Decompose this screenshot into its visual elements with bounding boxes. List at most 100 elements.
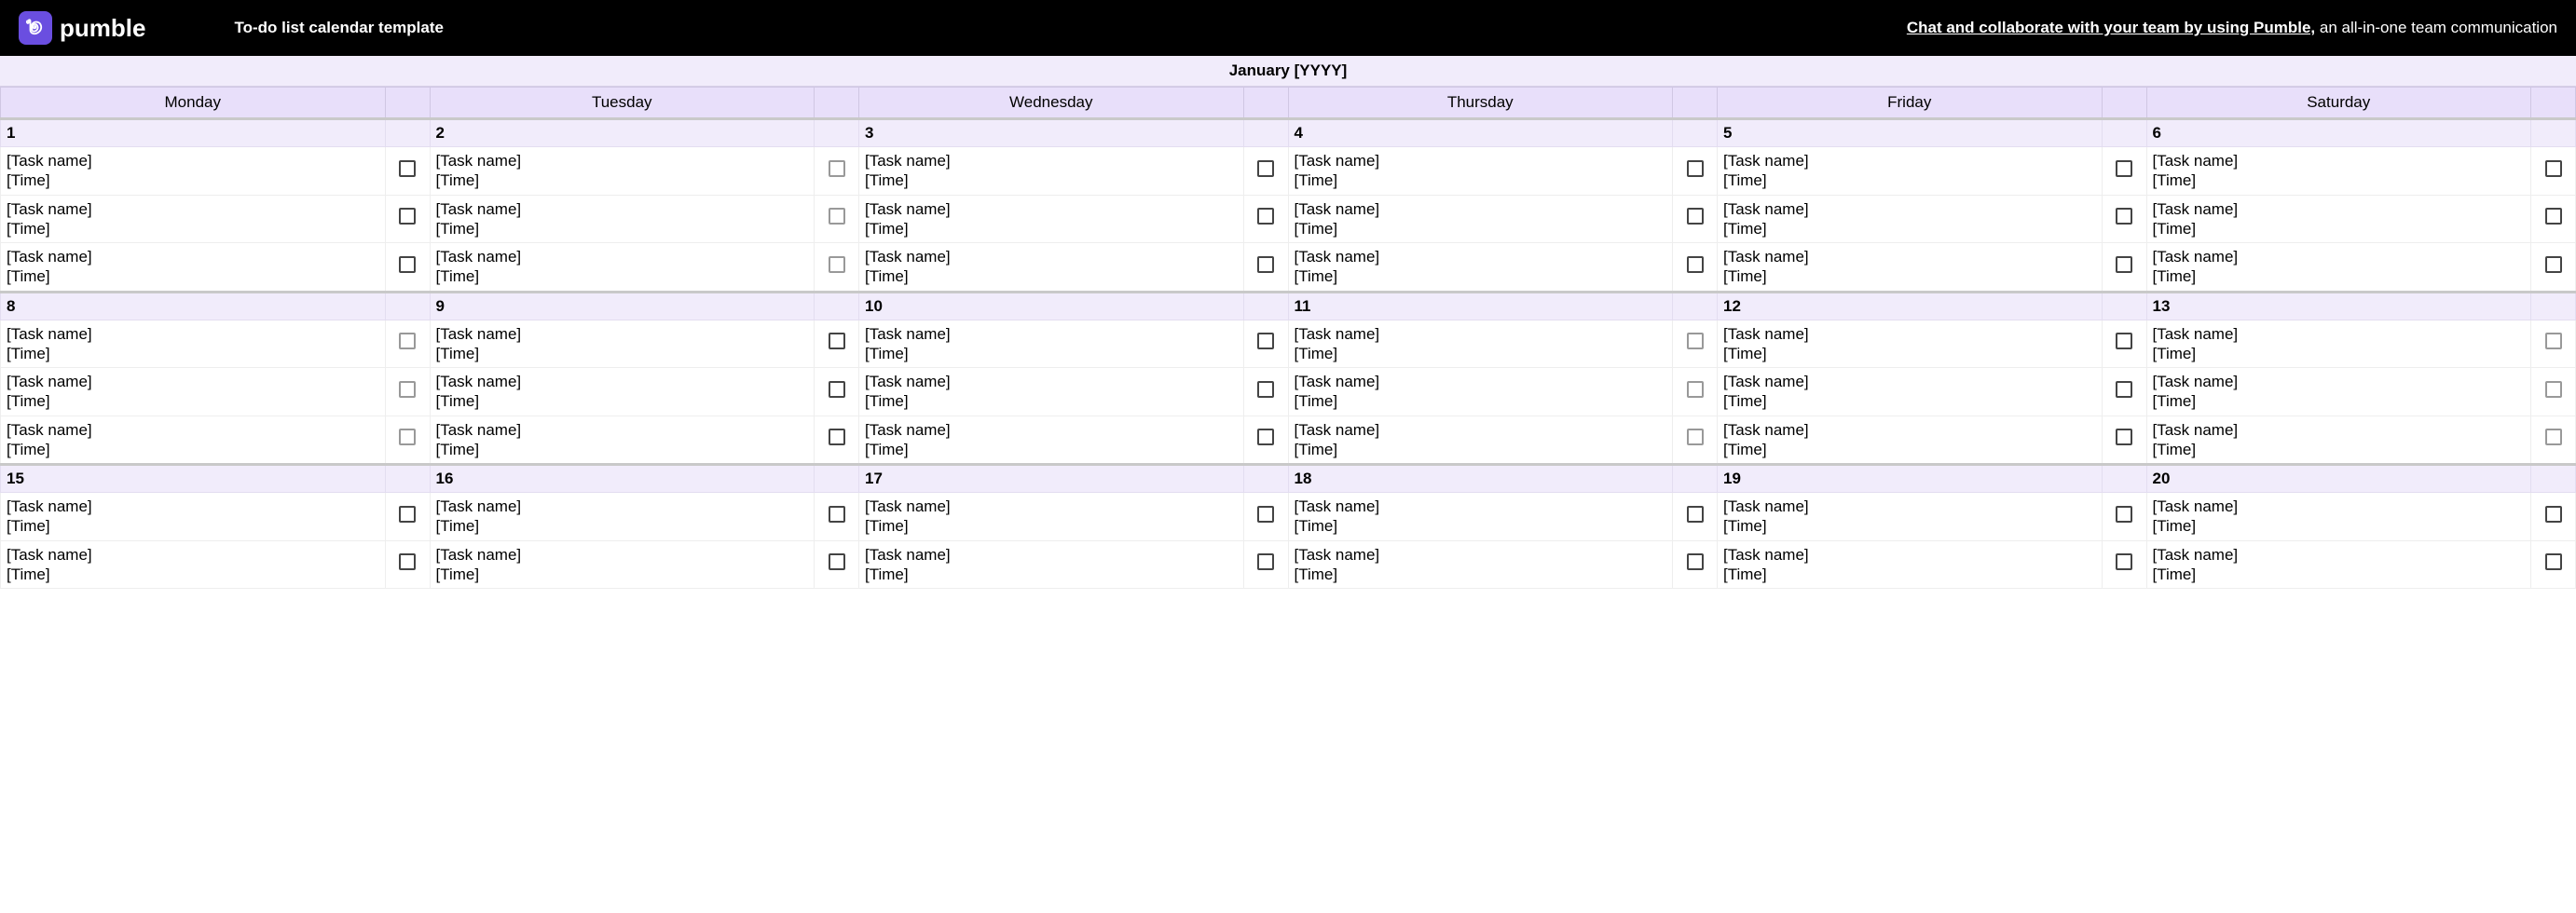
task-cell[interactable]: [Task name][Time] <box>2146 195 2531 243</box>
task-cell[interactable]: [Task name][Time] <box>430 368 815 416</box>
task-cell[interactable]: [Task name][Time] <box>1 195 386 243</box>
checkbox-icon[interactable] <box>1257 553 1274 570</box>
checkbox-icon[interactable] <box>829 381 845 398</box>
checkbox-icon[interactable] <box>2116 208 2132 225</box>
checkbox-icon[interactable] <box>1687 381 1704 398</box>
task-cell[interactable]: [Task name][Time] <box>430 147 815 196</box>
checkbox-icon[interactable] <box>1687 553 1704 570</box>
checkbox-icon[interactable] <box>1687 429 1704 445</box>
task-cell[interactable]: [Task name][Time] <box>1718 195 2103 243</box>
checkbox-icon[interactable] <box>1257 333 1274 349</box>
checkbox-icon[interactable] <box>1257 506 1274 523</box>
checkbox-icon[interactable] <box>2545 381 2562 398</box>
task-cell[interactable]: [Task name][Time] <box>859 195 1244 243</box>
task-cell[interactable]: [Task name][Time] <box>1718 320 2103 368</box>
task-cell[interactable]: [Task name][Time] <box>1 147 386 196</box>
task-cell[interactable]: [Task name][Time] <box>430 243 815 293</box>
task-cell[interactable]: [Task name][Time] <box>430 540 815 589</box>
checkbox-icon[interactable] <box>829 160 845 177</box>
checkbox-icon[interactable] <box>1257 381 1274 398</box>
checkbox-icon[interactable] <box>2116 429 2132 445</box>
task-cell[interactable]: [Task name][Time] <box>1288 243 1673 293</box>
task-cell[interactable]: [Task name][Time] <box>430 493 815 541</box>
checkbox-icon[interactable] <box>1687 208 1704 225</box>
task-cell[interactable]: [Task name][Time] <box>859 243 1244 293</box>
task-cell[interactable]: [Task name][Time] <box>859 493 1244 541</box>
checkbox-icon[interactable] <box>829 553 845 570</box>
task-cell[interactable]: [Task name][Time] <box>1718 368 2103 416</box>
checkbox-icon[interactable] <box>1687 333 1704 349</box>
checkbox-icon[interactable] <box>399 553 416 570</box>
checkbox-icon[interactable] <box>1257 256 1274 273</box>
task-cell[interactable]: [Task name][Time] <box>2146 493 2531 541</box>
checkbox-icon[interactable] <box>399 256 416 273</box>
checkbox-icon[interactable] <box>2116 506 2132 523</box>
checkbox-icon[interactable] <box>829 506 845 523</box>
task-cell[interactable]: [Task name][Time] <box>1 493 386 541</box>
checkbox-icon[interactable] <box>829 333 845 349</box>
task-cell[interactable]: [Task name][Time] <box>1288 493 1673 541</box>
checkbox-icon[interactable] <box>829 429 845 445</box>
checkbox-icon[interactable] <box>2545 553 2562 570</box>
task-cell[interactable]: [Task name][Time] <box>1288 540 1673 589</box>
task-cell[interactable]: [Task name][Time] <box>430 195 815 243</box>
task-cell[interactable]: [Task name][Time] <box>1 320 386 368</box>
checkbox-icon[interactable] <box>2116 160 2132 177</box>
task-cell[interactable]: [Task name][Time] <box>1288 147 1673 196</box>
task-cell[interactable]: [Task name][Time] <box>1718 147 2103 196</box>
task-cell[interactable]: [Task name][Time] <box>1288 195 1673 243</box>
checkbox-icon[interactable] <box>399 208 416 225</box>
task-cell[interactable]: [Task name][Time] <box>859 416 1244 465</box>
task-cell[interactable]: [Task name][Time] <box>1 243 386 293</box>
task-cell[interactable]: [Task name][Time] <box>1288 416 1673 465</box>
checkbox-icon[interactable] <box>1687 160 1704 177</box>
checkbox-icon[interactable] <box>2545 333 2562 349</box>
checkbox-icon[interactable] <box>2545 429 2562 445</box>
task-cell[interactable]: [Task name][Time] <box>1 540 386 589</box>
task-cell[interactable]: [Task name][Time] <box>2146 540 2531 589</box>
checkbox-icon[interactable] <box>2545 506 2562 523</box>
task-cell[interactable]: [Task name][Time] <box>430 416 815 465</box>
task-cell[interactable]: [Task name][Time] <box>430 320 815 368</box>
task-cell[interactable]: [Task name][Time] <box>1718 540 2103 589</box>
checkbox-icon[interactable] <box>399 333 416 349</box>
task-cell[interactable]: [Task name][Time] <box>2146 368 2531 416</box>
task-cell[interactable]: [Task name][Time] <box>1 368 386 416</box>
task-cell[interactable]: [Task name][Time] <box>859 540 1244 589</box>
brand-logo[interactable]: pumble <box>19 11 145 45</box>
checkbox-icon[interactable] <box>2545 208 2562 225</box>
task-cell[interactable]: [Task name][Time] <box>2146 147 2531 196</box>
checkbox-icon[interactable] <box>2116 553 2132 570</box>
task-cell[interactable]: [Task name][Time] <box>2146 243 2531 293</box>
checkbox-icon[interactable] <box>2545 256 2562 273</box>
checkbox-icon[interactable] <box>2545 160 2562 177</box>
task-cell[interactable]: [Task name][Time] <box>1718 493 2103 541</box>
checkbox-icon[interactable] <box>829 256 845 273</box>
task-cell[interactable]: [Task name][Time] <box>2146 320 2531 368</box>
checkbox-icon[interactable] <box>829 208 845 225</box>
checkbox-icon[interactable] <box>1257 429 1274 445</box>
task-cell[interactable]: [Task name][Time] <box>1288 368 1673 416</box>
checkbox-icon[interactable] <box>399 429 416 445</box>
checkbox-icon[interactable] <box>2116 381 2132 398</box>
dayname-header: Thursday <box>1288 88 1673 119</box>
promo-text[interactable]: Chat and collaborate with your team by u… <box>1907 19 2557 37</box>
task-cell[interactable]: [Task name][Time] <box>1718 243 2103 293</box>
checkbox-icon[interactable] <box>399 381 416 398</box>
checkbox-icon[interactable] <box>399 160 416 177</box>
task-cell[interactable]: [Task name][Time] <box>859 320 1244 368</box>
checkbox-icon[interactable] <box>2116 256 2132 273</box>
task-cell[interactable]: [Task name][Time] <box>1 416 386 465</box>
task-cell[interactable]: [Task name][Time] <box>1288 320 1673 368</box>
checkbox-icon[interactable] <box>1687 506 1704 523</box>
checkbox-icon[interactable] <box>1687 256 1704 273</box>
promo-link[interactable]: Chat and collaborate with your team by u… <box>1907 19 2315 36</box>
task-cell[interactable]: [Task name][Time] <box>859 368 1244 416</box>
checkbox-icon[interactable] <box>1257 208 1274 225</box>
task-cell[interactable]: [Task name][Time] <box>2146 416 2531 465</box>
checkbox-icon[interactable] <box>1257 160 1274 177</box>
checkbox-icon[interactable] <box>399 506 416 523</box>
task-cell[interactable]: [Task name][Time] <box>859 147 1244 196</box>
checkbox-icon[interactable] <box>2116 333 2132 349</box>
task-cell[interactable]: [Task name][Time] <box>1718 416 2103 465</box>
